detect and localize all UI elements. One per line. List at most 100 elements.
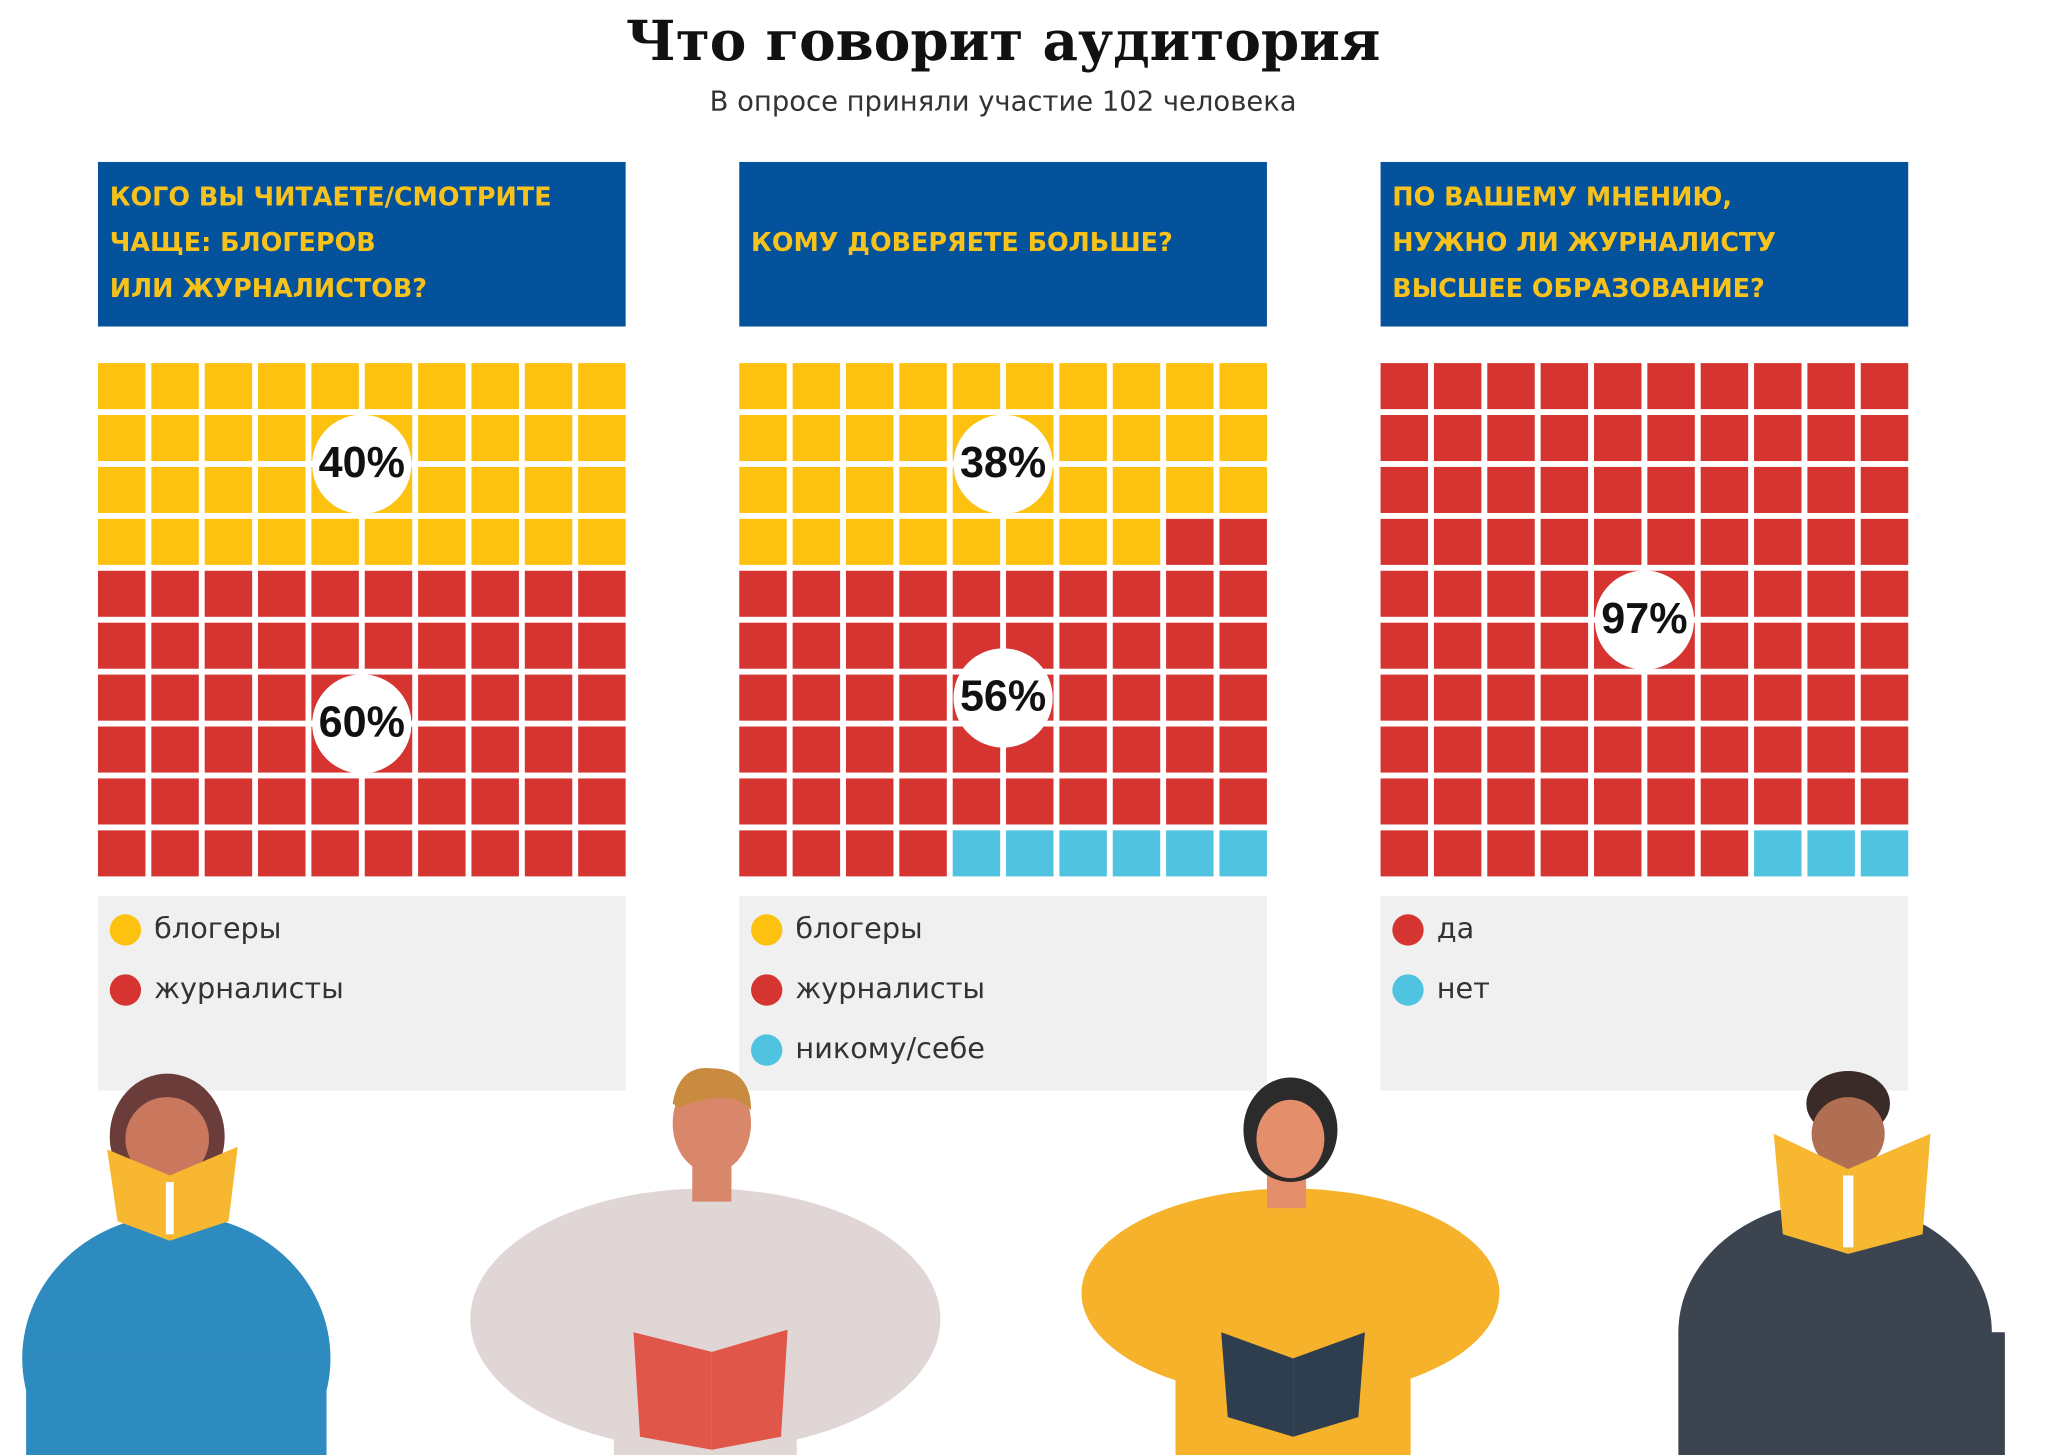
- legend-box: [739, 895, 1267, 1091]
- waffle-cell: [1380, 415, 1429, 462]
- waffle-cell: [739, 726, 787, 773]
- waffle-cell: [364, 622, 413, 669]
- waffle-cell: [792, 726, 841, 773]
- waffle-cell: [1540, 363, 1589, 410]
- waffle-cell: [1807, 466, 1855, 513]
- waffle-cell: [97, 570, 146, 617]
- waffle-cell: [204, 570, 253, 617]
- waffle-cell: [845, 363, 894, 410]
- waffle-cell: [1112, 518, 1161, 565]
- waffle-cell: [1380, 363, 1429, 410]
- waffle-cell: [1540, 778, 1589, 825]
- waffle-cell: [1059, 466, 1107, 513]
- waffle-cell: [578, 726, 626, 773]
- waffle-cell: [1700, 674, 1749, 721]
- waffle-cell: [1700, 415, 1749, 462]
- waffle-cell: [524, 570, 573, 617]
- waffle-cell: [1860, 674, 1909, 721]
- waffle-cell: [792, 674, 841, 721]
- waffle-cell: [1647, 674, 1695, 721]
- waffle-cell: [1487, 415, 1535, 462]
- waffle-cell: [1807, 778, 1855, 825]
- waffle-cell: [311, 570, 359, 617]
- waffle-cell: [1433, 466, 1482, 513]
- waffle-cell: [1540, 622, 1589, 669]
- waffle-cell: [524, 674, 573, 721]
- waffle-cell: [204, 622, 253, 669]
- waffle-cell: [1700, 518, 1749, 565]
- waffle-cell: [1807, 726, 1855, 773]
- waffle-cell: [418, 674, 466, 721]
- legend-label: блогеры: [795, 911, 922, 945]
- waffle-cell: [258, 622, 306, 669]
- waffle-cell: [1860, 363, 1909, 410]
- waffle-cell: [471, 466, 519, 513]
- waffle-cell: [204, 778, 253, 825]
- waffle-cell: [204, 518, 253, 565]
- question-line: КОГО ВЫ ЧИТАЕТЕ/СМОТРИТЕ: [110, 183, 552, 213]
- waffle-cell: [1433, 363, 1482, 410]
- question-line: НУЖНО ЛИ ЖУРНАЛИСТУ: [1392, 228, 1776, 258]
- waffle-cell: [151, 518, 199, 565]
- waffle-cell: [1380, 830, 1429, 877]
- waffle-cell: [524, 778, 573, 825]
- waffle-cell: [97, 778, 146, 825]
- waffle-cell: [364, 570, 413, 617]
- waffle-cell: [1433, 726, 1482, 773]
- waffle-cell: [364, 778, 413, 825]
- waffle-cell: [845, 570, 894, 617]
- question-line: ЧАЩЕ: БЛОГЕРОВ: [110, 228, 376, 258]
- waffle-cell: [258, 518, 306, 565]
- waffle-cell: [311, 830, 359, 877]
- reader-2: [470, 1068, 941, 1455]
- waffle-cell: [1647, 466, 1695, 513]
- waffle-cell: [1754, 518, 1802, 565]
- waffle-cell: [1754, 726, 1802, 773]
- question-line: ПО ВАШЕМУ МНЕНИЮ,: [1392, 183, 1732, 213]
- waffle-panel: КОГО ВЫ ЧИТАЕТЕ/СМОТРИТЕ ЧАЩЕ: БЛОГЕРОВ ИЛ…: [97, 161, 626, 1091]
- waffle-cell: [1540, 726, 1589, 773]
- waffle-cell: [1219, 570, 1267, 617]
- waffle-cell: [97, 466, 146, 513]
- waffle-cell: [471, 674, 519, 721]
- question-line: ИЛИ ЖУРНАЛИСТОВ?: [110, 274, 427, 304]
- waffle-cell: [1540, 415, 1589, 462]
- waffle-cell: [578, 466, 626, 513]
- waffle-cell: [899, 415, 947, 462]
- waffle-cell: [97, 363, 146, 410]
- waffle-cell: [524, 363, 573, 410]
- waffle-cell: [1807, 363, 1855, 410]
- waffle-cell: [258, 415, 306, 462]
- legend-swatch: [109, 914, 142, 946]
- waffle-cell: [899, 830, 947, 877]
- waffle-cell: [151, 570, 199, 617]
- waffle-panel: КОМУ ДОВЕРЯЕТЕ БОЛЬШЕ? 38% 56% блогеры журна…: [739, 161, 1267, 1091]
- waffle-cell: [792, 363, 841, 410]
- waffle-cell: [739, 363, 787, 410]
- waffle-cell: [845, 622, 894, 669]
- waffle-cell: [1112, 726, 1161, 773]
- question-box: [1380, 161, 1909, 327]
- waffle-cell: [1112, 363, 1161, 410]
- value-label: 40%: [319, 439, 405, 487]
- waffle-cell: [471, 415, 519, 462]
- waffle-cell: [1059, 518, 1107, 565]
- waffle-cell: [1647, 830, 1695, 877]
- legend-swatch: [751, 1034, 783, 1066]
- waffle-cell: [1380, 518, 1429, 565]
- waffle-cell: [739, 570, 787, 617]
- waffle-cell: [899, 726, 947, 773]
- waffle-cell: [1006, 570, 1054, 617]
- waffle-cell: [1754, 830, 1802, 877]
- question-line: ВЫСШЕЕ ОБРАЗОВАНИЕ?: [1392, 274, 1765, 304]
- waffle-cell: [1059, 830, 1107, 877]
- waffle-cell: [418, 363, 466, 410]
- label-circle: [1594, 570, 1695, 670]
- waffle-cell: [845, 726, 894, 773]
- waffle-cell: [258, 726, 306, 773]
- question-line: КОМУ ДОВЕРЯЕТЕ БОЛЬШЕ?: [751, 228, 1173, 258]
- waffle-cell: [1219, 830, 1267, 877]
- waffle-cell: [364, 363, 413, 410]
